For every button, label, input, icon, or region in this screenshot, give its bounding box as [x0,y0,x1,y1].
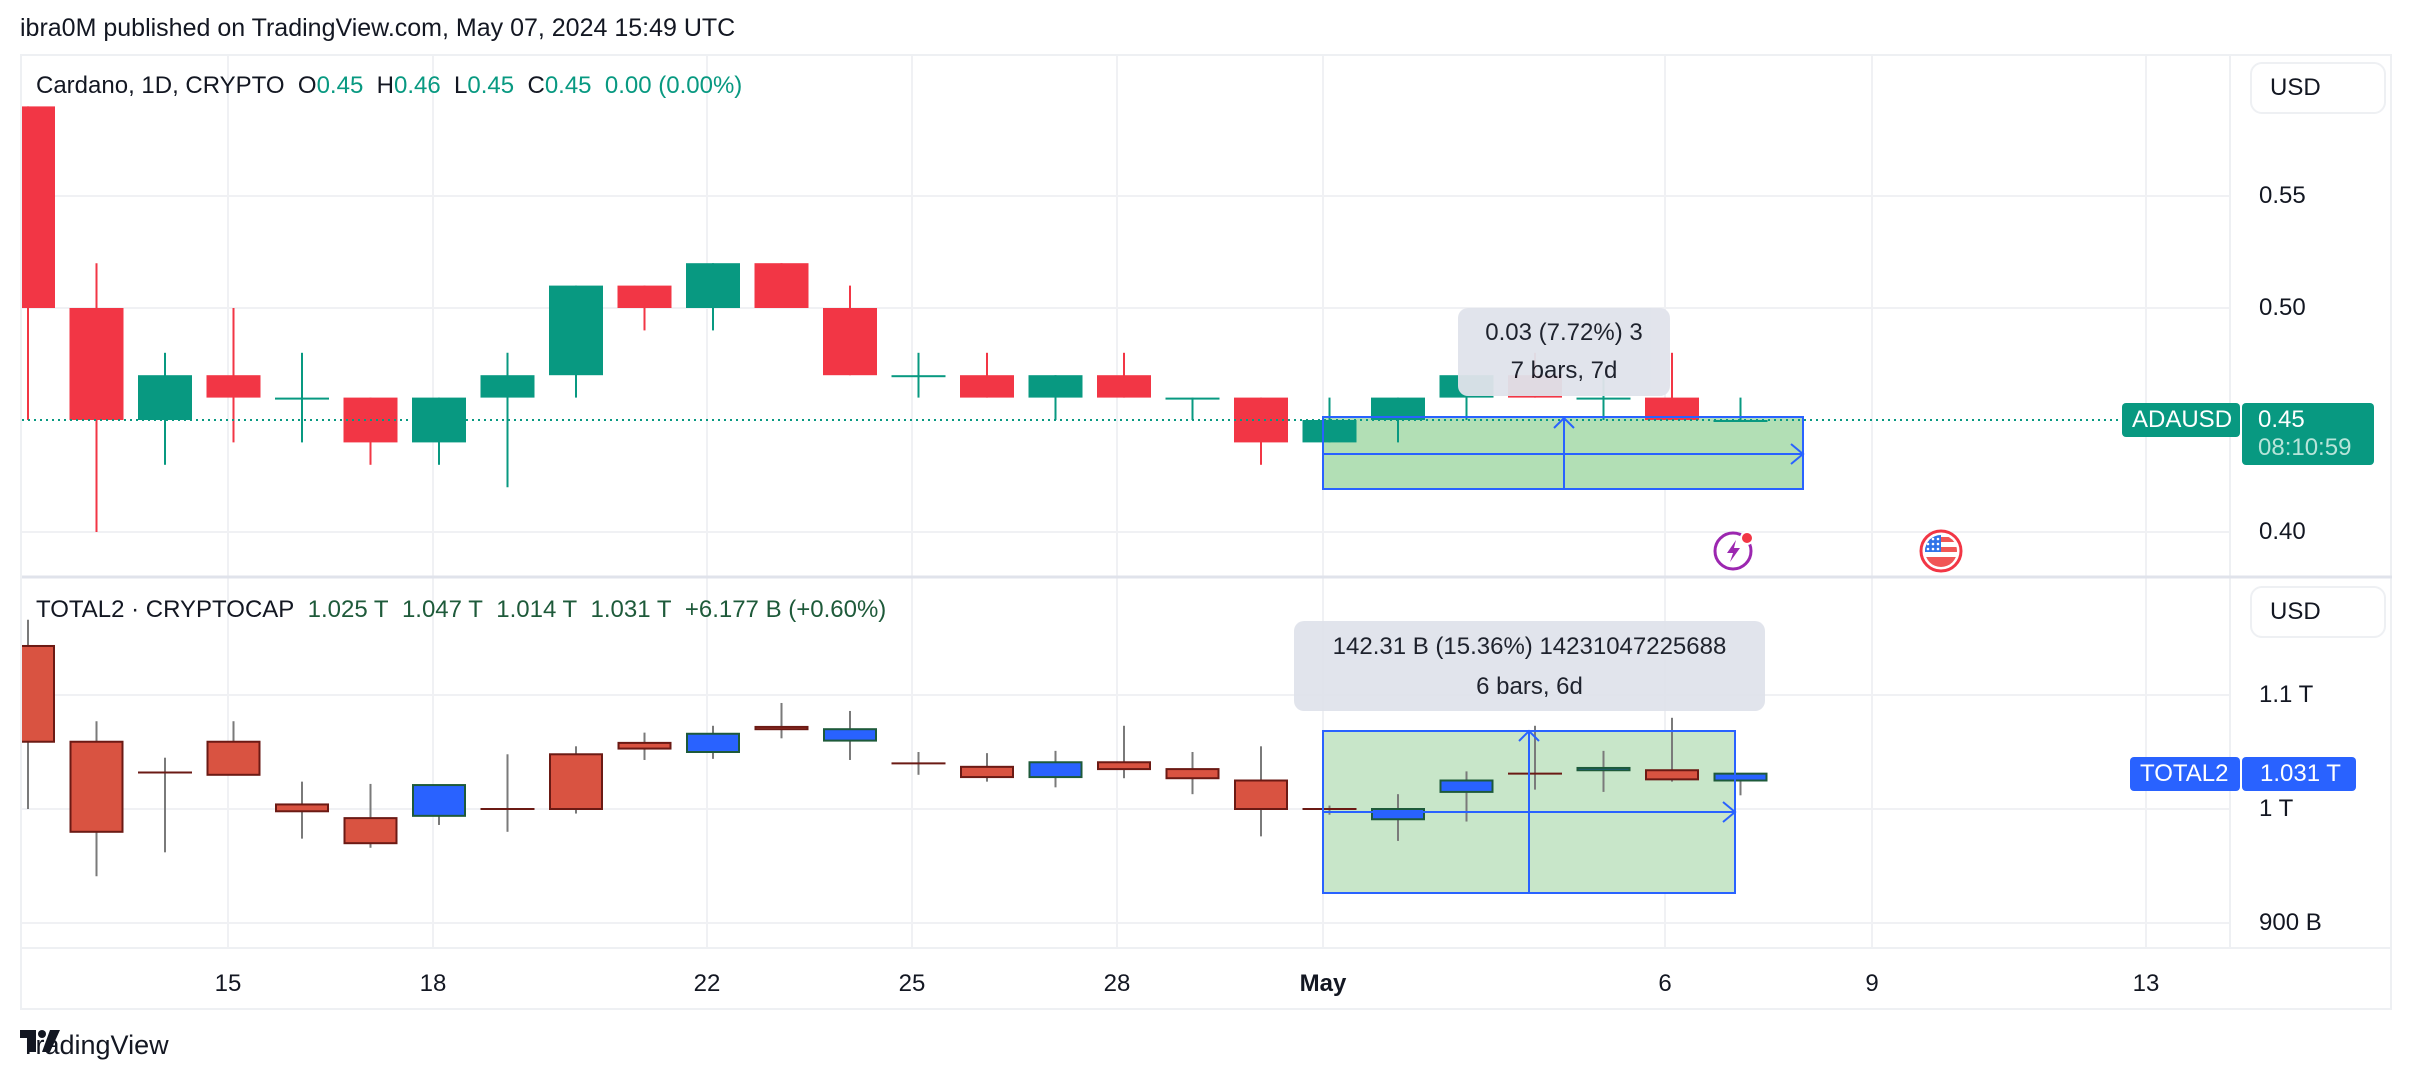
ada-tick-055: 0.55 [2259,182,2306,209]
time-label: 18 [419,970,447,997]
total2-currency-button[interactable]: USD [2250,586,2386,638]
ada-low: 0.45 [467,72,515,99]
ada-measure-tooltip: 0.03 (7.72%) 3 7 bars, 7d [1458,308,1670,396]
total2-symbol-tag: TOTAL2 [2130,757,2240,791]
time-label: 9 [1865,970,1879,997]
ada-last-price-tag: 0.45 08:10:59 [2242,403,2374,465]
ada-open: 0.45 [316,72,364,99]
earnings-lightning-icon[interactable] [1713,528,1757,572]
total2-high: 1.047 T [401,596,483,623]
tradingview-logo[interactable]: TradingView [20,1030,169,1061]
time-label: 6 [1658,970,1672,997]
total2-tick-900b: 900 B [2259,909,2322,936]
ada-bar-countdown: 08:10:59 [2258,434,2352,461]
ada-symbol-tag: ADAUSD [2122,403,2240,437]
ada-last-price: 0.45 [2258,406,2305,433]
total2-legend: TOTAL2 · CRYPTOCAP 1.025 T 1.047 T 1.014… [36,596,886,624]
time-label: 22 [693,970,721,997]
total2-measure-tooltip: 142.31 B (15.36%) 14231047225688 6 bars,… [1294,621,1765,711]
total2-tick-1t: 1 T [2259,795,2294,822]
total2-open: 1.025 T [307,596,389,623]
total2-last-price-tag: 1.031 T [2242,757,2356,791]
total2-title: TOTAL2 · CRYPTOCAP [36,596,295,623]
total2-low: 1.014 T [496,596,578,623]
ada-change: 0.00 (0.00%) [604,72,743,99]
ada-close: 0.45 [544,72,592,99]
total2-close: 1.031 T [590,596,672,623]
ada-currency-button[interactable]: USD [2250,62,2386,114]
ada-legend: Cardano, 1D, CRYPTO O0.45 H0.46 L0.45 C0… [36,72,743,99]
time-label: May [1299,970,1347,997]
total2-change: +6.177 B (+0.60%) [684,596,887,623]
ada-title: Cardano, 1D, CRYPTO [36,72,285,99]
ada-high: 0.46 [393,72,441,99]
us-economic-event-flag-icon[interactable] [1918,528,1964,574]
time-label: 15 [214,970,242,997]
ada-tick-050: 0.50 [2259,294,2306,321]
total2-tick-1-1t: 1.1 T [2259,681,2314,708]
chart-frame [20,54,2392,1010]
time-label: 13 [2132,970,2160,997]
time-label: 28 [1103,970,1131,997]
time-label: 25 [898,970,926,997]
tradingview-logo-icon [20,1030,60,1052]
published-header: ibra0M published on TradingView.com, May… [20,14,736,42]
ada-tick-040: 0.40 [2259,518,2306,545]
